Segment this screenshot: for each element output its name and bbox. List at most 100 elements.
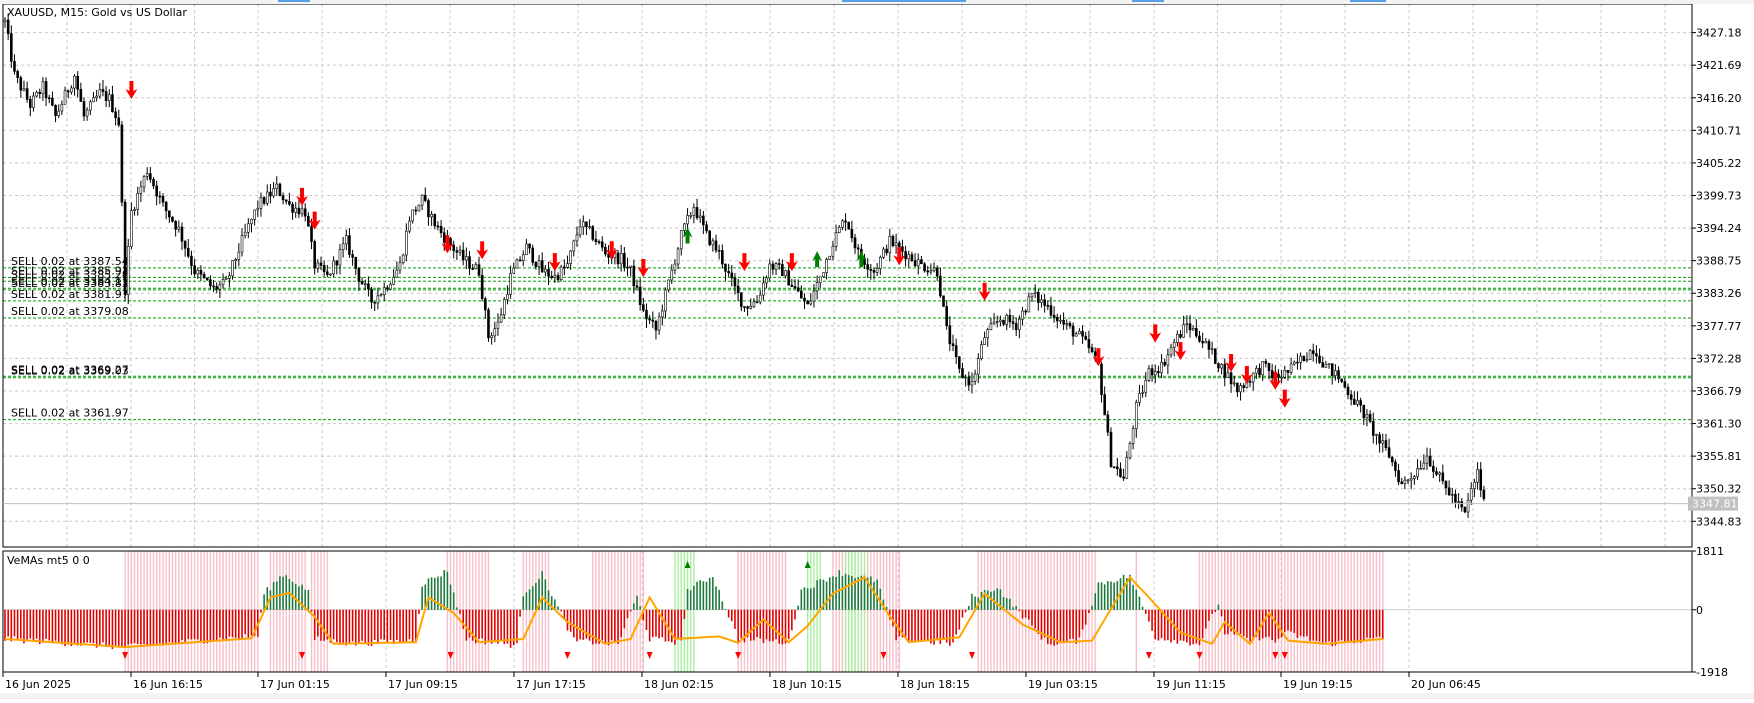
candle-body (888, 235, 892, 254)
candle-body (319, 262, 323, 266)
histogram-bar (13, 609, 16, 637)
candle-body (1242, 385, 1246, 388)
histogram-bar (102, 609, 104, 643)
histogram-bar (1129, 574, 1131, 610)
indicator-pane-frame (2, 550, 1693, 673)
candle-body (6, 19, 10, 35)
candle-body (961, 368, 964, 378)
candle-body (1340, 378, 1343, 382)
histogram-bar (1170, 609, 1172, 643)
histogram-bar (490, 609, 493, 644)
candle-body (1087, 339, 1091, 348)
histogram-bar (1372, 609, 1375, 639)
histogram-bar (516, 609, 518, 644)
candle-body (1043, 299, 1046, 306)
candle-body (499, 314, 503, 323)
candle-body (221, 278, 225, 286)
candle-body (910, 254, 914, 261)
candle-body (73, 75, 76, 89)
candle-body (774, 263, 778, 270)
candle-body (1349, 394, 1353, 400)
candle-body (743, 306, 746, 308)
histogram-bar (389, 609, 392, 640)
candle-body (161, 195, 165, 203)
histogram-bar (620, 609, 622, 638)
histogram-bar (269, 590, 272, 610)
histogram-bar (1151, 609, 1153, 631)
candle-body (199, 269, 203, 275)
sell-marker (968, 652, 975, 659)
candle-body (427, 200, 430, 218)
candle-body (1226, 372, 1230, 378)
candle-body (1305, 359, 1309, 362)
chart-tab-bar (0, 0, 1754, 4)
candle-body (841, 220, 844, 228)
candle-body (1267, 363, 1271, 371)
histogram-bar (563, 609, 566, 619)
candle-body (382, 287, 386, 295)
sell-arrow (548, 253, 561, 272)
histogram-bar (1325, 609, 1327, 643)
candle-body (939, 275, 942, 297)
sell-arrow (978, 282, 991, 301)
candle-body (834, 232, 838, 247)
histogram-bar (263, 594, 265, 610)
candle-body (1289, 363, 1293, 373)
histogram-bar (961, 609, 964, 618)
histogram-bar (1144, 609, 1147, 614)
candle-body (983, 337, 986, 345)
histogram-bar (531, 586, 534, 610)
candle-body (1334, 370, 1337, 376)
candle-body (1387, 447, 1391, 458)
candle-body (1153, 371, 1157, 376)
candle-body (461, 249, 465, 261)
histogram-bar (20, 609, 22, 639)
histogram-bar (95, 609, 98, 648)
candle-body (913, 260, 917, 267)
candle-body (386, 287, 389, 290)
candle-body (1059, 319, 1062, 322)
histogram-bar (955, 609, 957, 635)
price-tick-label: 3394.24 (1696, 222, 1742, 235)
histogram-bar (522, 596, 525, 610)
histogram-bar (1242, 609, 1245, 637)
candle-body (281, 195, 285, 201)
histogram-bar (1047, 609, 1049, 644)
histogram-bar (614, 609, 616, 643)
histogram-bar (1299, 609, 1302, 636)
candle-body (1280, 376, 1283, 379)
histogram-bar (743, 609, 746, 643)
histogram-bar (70, 609, 73, 647)
candle-body (670, 269, 674, 281)
candle-body (531, 247, 535, 263)
candle-body (1024, 310, 1027, 313)
candle-body (354, 256, 358, 269)
status-strip (0, 693, 1754, 699)
histogram-bar (1113, 582, 1115, 610)
histogram-bar (323, 609, 325, 641)
histogram-bar (32, 609, 35, 642)
candle-body (1011, 321, 1015, 324)
candle-body (338, 249, 342, 266)
candle-body (588, 226, 591, 228)
candle-body (158, 195, 162, 198)
histogram-bar (509, 609, 512, 648)
histogram-bar (721, 601, 724, 610)
indicator-tick-label: -1918 (1696, 666, 1728, 679)
candle-body (452, 244, 456, 251)
candle-body (544, 268, 547, 273)
candle-body (992, 321, 996, 325)
sell-arrow (125, 81, 138, 100)
histogram-bar (781, 609, 784, 645)
histogram-bar (623, 609, 626, 629)
candle-body (1473, 481, 1476, 489)
price-tick-label: 3361.30 (1696, 418, 1742, 431)
candle-body (183, 240, 187, 249)
candle-body (344, 235, 348, 245)
candle-body (66, 90, 70, 93)
histogram-bar (181, 609, 183, 640)
candle-body (1359, 400, 1362, 406)
candle-body (1052, 314, 1056, 318)
candle-body (1144, 380, 1148, 393)
candle-body (1172, 342, 1176, 348)
